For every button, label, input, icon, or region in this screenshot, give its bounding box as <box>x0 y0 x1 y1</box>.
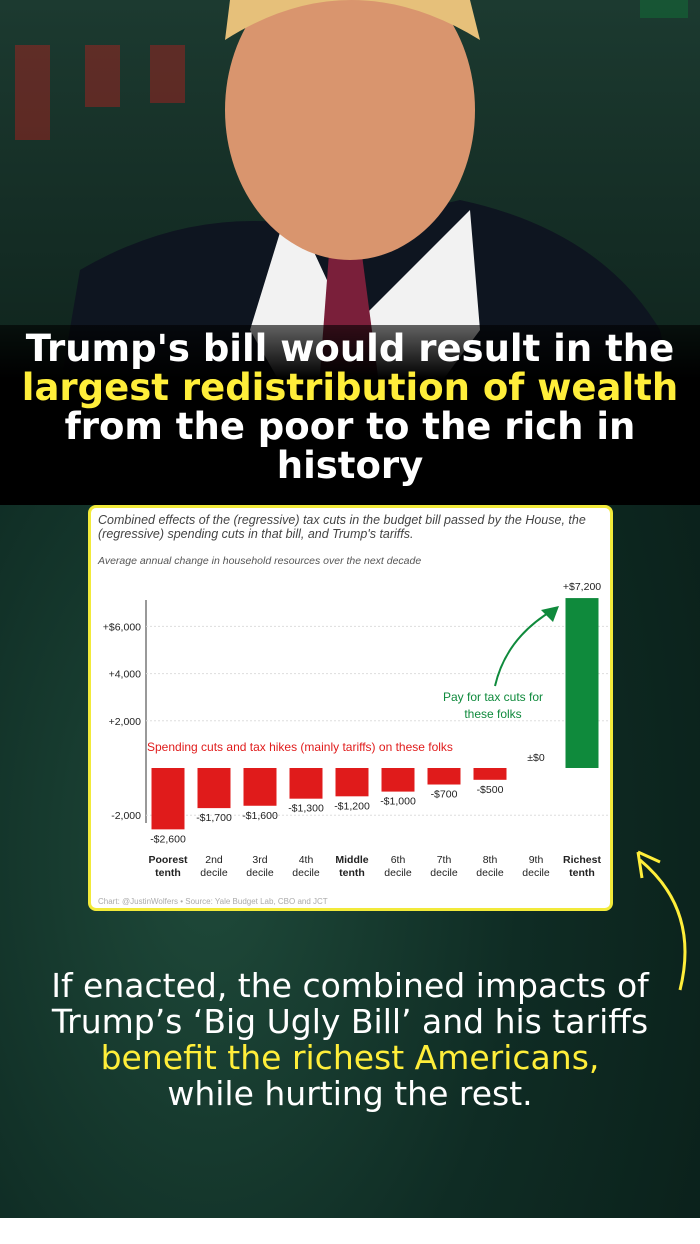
x-tick-label: decile <box>246 867 274 879</box>
bar <box>565 598 599 768</box>
data-label: -$1,200 <box>334 800 370 812</box>
x-tick-label: 4th <box>299 854 314 866</box>
bar-chart: +$6,000+4,000+2,000-2,000-$2,600Poorestt… <box>103 581 610 879</box>
bar <box>151 768 185 830</box>
x-tick-label: decile <box>200 867 228 879</box>
headline-text: Trump's bill would result in the <box>25 327 675 370</box>
chart-title: Combined effects of the (regressive) tax… <box>98 513 586 541</box>
data-label: -$500 <box>477 784 504 796</box>
x-tick-label: Poorest <box>148 854 188 866</box>
x-tick-label: 8th <box>483 854 498 866</box>
x-tick-label: decile <box>430 867 458 879</box>
headline: Trump's bill would result in the largest… <box>0 325 700 505</box>
arrowhead <box>541 606 559 622</box>
headline-highlight: largest redistribution of wealth <box>21 366 679 409</box>
arrow <box>494 609 554 687</box>
bar <box>197 768 231 809</box>
data-label: -$1,700 <box>196 812 232 824</box>
annotation-negative: Spending cuts and tax hikes (mainly tari… <box>147 740 453 754</box>
headline-text-end: from the poor to the rich in history <box>64 405 636 487</box>
x-tick-label: Middle <box>335 854 368 866</box>
curved-arrow-icon <box>636 850 687 991</box>
data-label: -$1,300 <box>288 803 324 815</box>
chart-credit: Chart: @JustinWolfers • Source: Yale Bud… <box>98 897 328 906</box>
x-tick-label: 3rd <box>252 854 267 866</box>
data-label: -$1,000 <box>380 796 416 808</box>
y-tick-label: +$6,000 <box>103 621 141 633</box>
chart-subtitle: Average annual change in household resou… <box>98 555 422 567</box>
x-tick-label: 6th <box>391 854 406 866</box>
data-label: ±$0 <box>527 752 545 764</box>
y-tick-label: +2,000 <box>109 716 142 728</box>
x-tick-label: decile <box>522 867 550 879</box>
caption-highlight: benefit the richest Americans, <box>100 1038 600 1077</box>
data-label: -$1,600 <box>242 810 278 822</box>
bar <box>335 768 369 797</box>
x-tick-label: 9th <box>529 854 544 866</box>
x-tick-label: decile <box>292 867 320 879</box>
bar <box>473 768 507 780</box>
chart-card: Combined effects of the (regressive) tax… <box>88 505 613 911</box>
x-tick-label: 7th <box>437 854 452 866</box>
data-label: +$7,200 <box>563 581 601 593</box>
x-tick-label: tenth <box>155 867 181 879</box>
x-tick-label: 2nd <box>205 854 223 866</box>
bar <box>289 768 323 799</box>
bottom-caption: If enacted, the combined impacts of Trum… <box>0 968 700 1112</box>
data-label: -$700 <box>431 789 458 801</box>
bar <box>243 768 277 806</box>
caption-text: If enacted, the combined impacts of Trum… <box>51 966 649 1041</box>
y-tick-label: -2,000 <box>111 810 141 822</box>
y-tick-label: +4,000 <box>109 669 142 681</box>
bar <box>427 768 461 785</box>
x-tick-label: Richest <box>563 854 601 866</box>
x-tick-label: tenth <box>339 867 365 879</box>
x-tick-label: tenth <box>569 867 595 879</box>
x-tick-label: decile <box>384 867 412 879</box>
data-label: -$2,600 <box>150 833 186 845</box>
annotation-positive: Pay for tax cuts for these folks <box>442 690 544 721</box>
bar <box>381 768 415 792</box>
caption-text-end: while hurting the rest. <box>167 1074 533 1113</box>
x-tick-label: decile <box>476 867 504 879</box>
